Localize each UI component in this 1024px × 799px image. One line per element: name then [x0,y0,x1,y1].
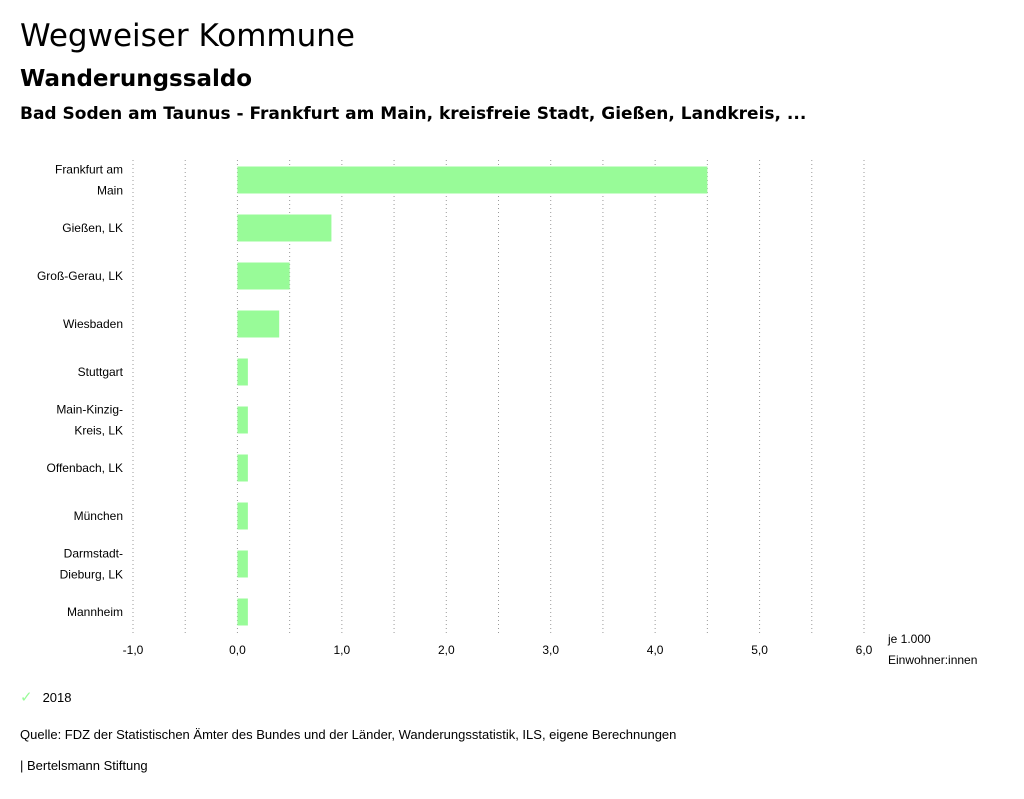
x-tick-label: 5,0 [751,643,768,657]
chart-bars [237,166,708,626]
bar[interactable] [237,502,248,530]
category-label: Main-Kinzig- [56,403,123,417]
bar[interactable] [237,166,708,194]
category-label: Dieburg, LK [60,568,123,582]
category-label: Kreis, LK [74,424,123,438]
x-tick-label: 3,0 [542,643,559,657]
category-label: Wiesbaden [63,317,123,331]
category-label: Mannheim [67,605,123,619]
category-label: Offenbach, LK [47,461,124,475]
page-title: Wegweiser Kommune [20,18,355,54]
category-label: Gießen, LK [62,221,123,235]
bar[interactable] [237,310,280,338]
bar[interactable] [237,214,332,242]
unit-label-line: je 1.000 [887,632,931,646]
region-label: Bad Soden am Taunus - Frankfurt am Main,… [20,104,807,124]
unit-label: je 1.000 Einwohner:innen [887,632,977,667]
bar[interactable] [237,550,248,578]
category-label: Main [97,184,123,198]
bar[interactable] [237,598,248,626]
legend[interactable]: ✓ 2018 [20,688,72,706]
x-tick-label: 2,0 [438,643,455,657]
bar[interactable] [237,358,248,386]
category-label: Stuttgart [78,365,124,379]
unit-label-line: Einwohner:innen [888,653,977,667]
x-tick-label: -1,0 [123,643,144,657]
bar[interactable] [237,406,248,434]
category-label: München [74,509,123,523]
category-label: Darmstadt- [64,547,123,561]
category-label: Groß-Gerau, LK [37,269,123,283]
bar[interactable] [237,262,290,290]
x-tick-label: 0,0 [229,643,246,657]
legend-label: 2018 [42,689,72,705]
x-tick-label: 6,0 [856,643,873,657]
bar[interactable] [237,454,248,482]
category-labels: Frankfurt am Main Gießen, LK Groß-Gerau, LK… [37,163,124,620]
source-note: Quelle: FDZ der Statistischen Ämter des … [20,727,677,742]
x-tick-label: 1,0 [334,643,351,657]
x-axis-ticks: -1,0 0,0 1,0 2,0 3,0 4,0 5,0 6,0 [123,643,873,657]
category-label: Frankfurt am [55,163,123,177]
x-tick-label: 4,0 [647,643,664,657]
brand-note: | Bertelsmann Stiftung [20,758,148,773]
chart-subtitle: Wanderungssaldo [20,66,253,92]
check-icon: ✓ [20,688,33,706]
bar-chart: Frankfurt am Main Gießen, LK Groß-Gerau, LK… [37,160,977,667]
